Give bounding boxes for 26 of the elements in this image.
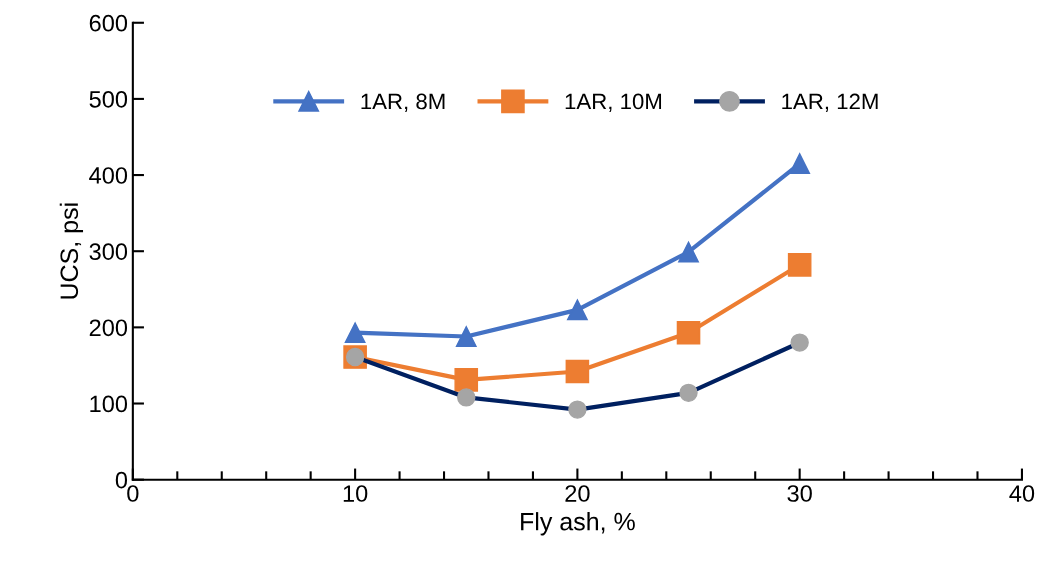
legend-label: 1AR, 10M xyxy=(565,93,662,112)
point xyxy=(454,368,479,392)
point xyxy=(787,253,812,277)
point xyxy=(789,153,811,175)
y-tick-label: 500 xyxy=(89,90,128,108)
y-tick-label: 100 xyxy=(90,395,128,413)
legend-label: 1AR, 8M xyxy=(361,93,445,112)
x-axis-title: Fly ash, % xyxy=(521,512,635,536)
x-tick-label: 20 xyxy=(565,485,590,502)
y-tick-label: 600 xyxy=(89,14,128,32)
legend-label: 1AR, 12M xyxy=(782,93,878,112)
point xyxy=(455,326,477,347)
x-tick-label: 30 xyxy=(787,485,812,502)
y-tick-label: 400 xyxy=(89,167,128,184)
point xyxy=(344,322,366,344)
y-tick-label: 0 xyxy=(115,471,128,489)
x-tick-label: 40 xyxy=(1009,485,1035,502)
point xyxy=(566,299,588,321)
y-axis-title: UCS, psi xyxy=(59,203,84,299)
y-tick-label: 300 xyxy=(89,243,128,260)
x-tick-label: 10 xyxy=(343,485,368,502)
point xyxy=(678,241,699,263)
y-tick-label: 200 xyxy=(89,319,128,337)
x-tick-label: 0 xyxy=(127,485,139,502)
point xyxy=(565,359,590,384)
point xyxy=(676,320,701,345)
